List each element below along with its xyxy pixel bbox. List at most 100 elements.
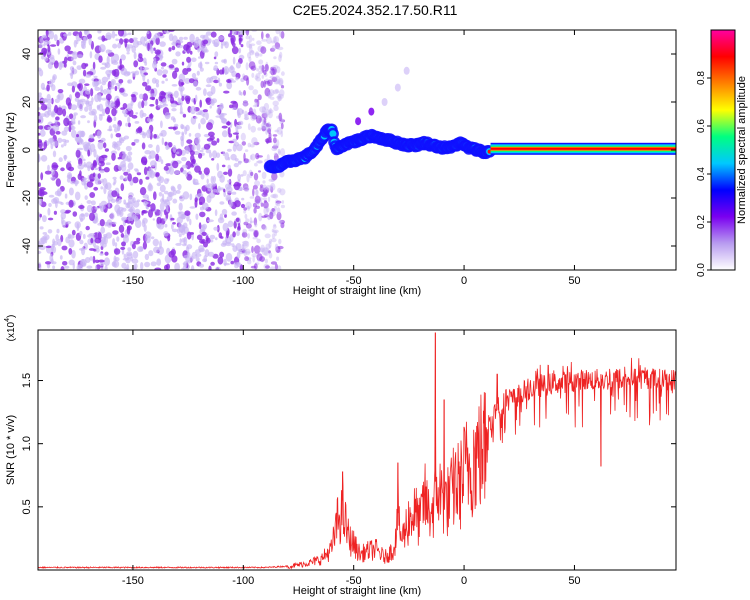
noise-speck	[276, 139, 280, 148]
noise-speck	[183, 44, 190, 51]
noise-speck	[38, 250, 42, 255]
noise-speck	[68, 113, 74, 120]
noise-speck	[85, 89, 91, 95]
noise-speck	[250, 125, 256, 133]
noise-speck	[68, 259, 75, 266]
noise-speck	[274, 129, 280, 133]
noise-speck	[222, 222, 229, 232]
noise-speck	[224, 68, 228, 76]
noise-speck	[202, 258, 208, 263]
noise-speck	[116, 145, 121, 151]
noise-speck	[120, 160, 126, 168]
noise-speck	[110, 80, 115, 88]
noise-speck	[112, 124, 117, 128]
noise-speck	[45, 261, 52, 265]
noise-speck	[99, 219, 105, 227]
noise-speck	[156, 258, 162, 266]
noise-speck	[158, 192, 163, 197]
noise-speck	[142, 74, 146, 82]
noise-speck	[140, 36, 146, 45]
noise-speck	[142, 67, 150, 70]
noise-speck	[189, 106, 197, 115]
noise-speck	[178, 202, 183, 211]
noise-speck	[54, 119, 58, 124]
noise-speck	[167, 192, 173, 197]
noise-speck	[47, 164, 50, 171]
noise-speck	[58, 157, 63, 163]
colorbar-bar	[710, 29, 736, 271]
noise-speck	[272, 193, 279, 199]
noise-speck	[184, 210, 191, 216]
noise-speck	[115, 38, 119, 42]
noise-speck	[270, 40, 276, 44]
noise-speck	[127, 116, 131, 124]
noise-speck	[155, 172, 160, 177]
noise-speck	[232, 30, 237, 36]
noise-speck	[142, 93, 148, 102]
noise-speck	[247, 205, 250, 210]
noise-speck	[276, 211, 282, 221]
noise-speck	[255, 160, 263, 164]
noise-speck	[272, 100, 279, 107]
noise-speck	[181, 61, 185, 66]
y-multiplier-close: )	[6, 315, 17, 318]
noise-speck	[127, 122, 131, 128]
side-feature-point	[355, 117, 362, 126]
noise-speck	[148, 155, 152, 160]
noise-speck	[199, 211, 206, 218]
noise-speck	[105, 182, 112, 191]
noise-speck	[47, 217, 54, 221]
noise-speck	[184, 145, 191, 155]
noise-speck	[117, 42, 122, 49]
noise-speck	[186, 231, 192, 240]
noise-speck	[271, 76, 278, 83]
noise-speck	[215, 237, 218, 241]
noise-speck	[144, 253, 150, 261]
noise-speck	[143, 100, 148, 107]
noise-speck	[63, 141, 67, 147]
noise-speck	[212, 150, 218, 159]
noise-speck	[160, 159, 164, 164]
noise-speck	[160, 92, 167, 96]
noise-speck	[254, 222, 258, 228]
noise-speck	[88, 104, 93, 112]
noise-speck	[42, 215, 47, 223]
noise-speck	[264, 258, 268, 264]
noise-speck	[105, 99, 110, 109]
noise-speck	[155, 83, 160, 88]
noise-speck	[234, 158, 239, 162]
noise-speck	[251, 112, 255, 116]
noise-speck	[99, 169, 105, 174]
noise-speck	[107, 199, 111, 208]
noise-speck	[148, 144, 153, 148]
noise-speck	[263, 214, 269, 218]
noise-speck	[238, 38, 243, 41]
noise-speck	[71, 249, 76, 259]
noise-speck	[43, 35, 48, 39]
noise-speck	[251, 50, 254, 54]
noise-speck	[253, 245, 261, 254]
noise-speck	[254, 51, 260, 58]
noise-speck	[112, 230, 119, 235]
noise-speck	[217, 36, 225, 40]
noise-speck	[157, 105, 164, 108]
noise-speck	[247, 123, 251, 131]
noise-speck	[165, 78, 169, 82]
noise-speck	[248, 228, 255, 232]
noise-speck	[57, 89, 64, 94]
noise-speck	[272, 229, 279, 234]
noise-speck	[112, 238, 116, 247]
noise-speck	[117, 30, 125, 37]
noise-speck	[260, 46, 267, 54]
noise-speck	[63, 126, 70, 132]
noise-speck	[271, 233, 276, 239]
noise-speck	[45, 245, 52, 249]
noise-speck	[182, 224, 186, 231]
noise-speck	[267, 128, 272, 134]
noise-speck	[154, 267, 162, 270]
noise-speck	[89, 212, 95, 221]
y-axis-label: Frequency (Hz)	[5, 112, 17, 188]
noise-speck	[84, 30, 88, 35]
noise-speck	[156, 182, 162, 187]
noise-speck	[206, 91, 213, 97]
